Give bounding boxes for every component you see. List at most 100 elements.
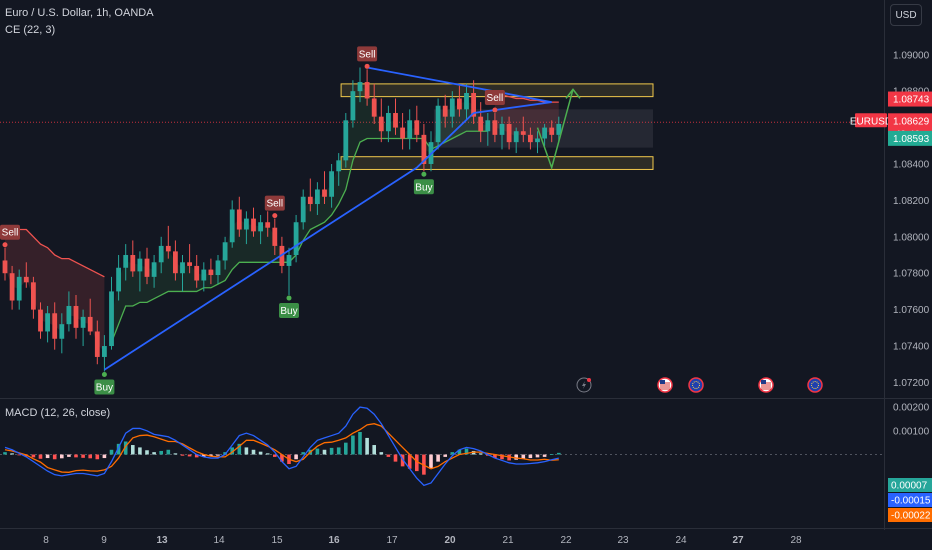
macd-histogram-bar	[549, 454, 554, 455]
lightning-event-icon[interactable]	[576, 377, 592, 393]
candle-body	[371, 98, 377, 117]
long-stop-tag: 1.08593	[888, 130, 932, 146]
candle-body	[485, 120, 491, 132]
time-tick-label: 17	[386, 535, 398, 546]
candle-body	[357, 82, 363, 92]
flag-event-icon[interactable]	[657, 377, 673, 393]
candle-body	[23, 276, 29, 283]
flag-event-icon[interactable]	[758, 377, 774, 393]
signal-label-text: Sell	[266, 199, 283, 210]
macd-histogram-bar	[109, 449, 114, 455]
candle-body	[16, 276, 22, 301]
candle-body	[9, 273, 15, 301]
signal-label-box	[357, 46, 378, 62]
short-stop-tag: 1.08743	[888, 91, 932, 107]
candle-body	[315, 189, 320, 205]
candle-body	[492, 120, 498, 135]
macd-histogram-bar	[542, 454, 547, 457]
macd-value-tag-text: -0.00015	[891, 496, 931, 507]
candle-body	[194, 265, 200, 281]
candle-body	[343, 120, 349, 161]
candle-body	[272, 227, 278, 246]
event-icons-layer[interactable]	[576, 377, 823, 393]
macd-histogram-bar	[322, 449, 327, 455]
falling-trendline	[366, 66, 552, 103]
macd-histogram-bar	[273, 454, 277, 457]
candle-body	[378, 116, 384, 132]
time-tick-label: 22	[560, 535, 572, 546]
drawings-layer[interactable]	[103, 66, 581, 371]
macd-histogram-bar	[407, 454, 412, 469]
signal-sell: Sell	[0, 224, 20, 248]
candle-body	[400, 127, 405, 139]
symbol-title[interactable]: Euro / U.S. Dollar, 1h, OANDA	[5, 7, 154, 19]
candle-body	[80, 316, 86, 328]
macd-histogram-bar	[493, 454, 497, 459]
currency-button[interactable]: USD	[890, 4, 922, 26]
macd-histogram-bar	[152, 452, 156, 455]
candle-body	[350, 91, 356, 121]
macd-histogram-bar	[336, 447, 341, 455]
candle-body	[322, 189, 327, 197]
indicator-legend[interactable]: CE (22, 3)	[5, 24, 56, 36]
candle-body	[286, 255, 292, 266]
candle-body	[556, 123, 562, 135]
signal-dot	[272, 213, 278, 219]
candle-body	[130, 255, 136, 272]
macd-histogram-bar	[187, 454, 192, 457]
globe-event-icon[interactable]	[807, 377, 823, 393]
candle-body	[52, 313, 58, 339]
macd-histogram-bar	[280, 454, 284, 462]
candle-body	[66, 305, 72, 325]
macd-histogram-bar	[429, 454, 433, 469]
candle-body	[421, 134, 427, 164]
time-tick-label: 16	[328, 535, 340, 546]
macd-histogram-bar	[88, 454, 92, 459]
flag-canton	[761, 380, 766, 384]
price-tick-label: 1.09000	[893, 50, 930, 61]
time-tick-label: 13	[156, 535, 168, 546]
macd-histogram-bar	[230, 447, 234, 455]
time-tick-label: 9	[101, 535, 107, 546]
macd-histogram-bar	[358, 432, 362, 455]
globe-event-icon[interactable]	[688, 377, 704, 393]
macd-value-tag: -0.00022	[888, 508, 932, 522]
macd-histogram-bar	[166, 449, 171, 455]
price-tick-label: 1.07800	[893, 269, 930, 280]
candle-body	[2, 260, 8, 274]
support-zone	[340, 156, 654, 170]
candle-body	[457, 98, 462, 110]
macd-histogram-bar	[223, 452, 227, 455]
signal-dot	[101, 372, 107, 378]
macd-histogram-bar	[415, 454, 419, 472]
macd-value-tag-box	[888, 478, 932, 492]
candle-body	[414, 120, 420, 135]
macd-value-tag-box	[888, 508, 932, 522]
signal-label-text: Sell	[359, 49, 376, 60]
macd-histogram-bar	[344, 442, 348, 455]
candle-body	[180, 262, 185, 274]
signal-label-box	[484, 90, 505, 106]
signal-label-box	[264, 195, 285, 211]
rising-trendline	[103, 112, 475, 371]
macd-histogram-bar	[237, 443, 242, 455]
signal-label-text: Sell	[2, 228, 19, 239]
candle-body	[393, 113, 398, 128]
macd-histogram-bar	[265, 453, 270, 455]
signal-dot	[286, 295, 292, 301]
macd-histogram-bar	[81, 454, 85, 458]
signal-label-text: Buy	[280, 306, 297, 317]
macd-value-tag: -0.00015	[888, 493, 932, 507]
flag-canton	[660, 380, 665, 384]
macd-histogram-bar	[17, 454, 21, 456]
price-tick-label: 1.08400	[893, 159, 930, 170]
candle-body	[386, 113, 391, 132]
signal-buy: Buy	[94, 372, 115, 395]
signal-buy: Buy	[413, 171, 434, 195]
candle-body	[31, 282, 36, 310]
macd-legend[interactable]: MACD (12, 26, close)	[5, 407, 111, 419]
macd-tick-label: 0.00200	[893, 403, 930, 414]
macd-tick-label: 0.00100	[893, 426, 930, 437]
candle-body	[449, 98, 455, 117]
